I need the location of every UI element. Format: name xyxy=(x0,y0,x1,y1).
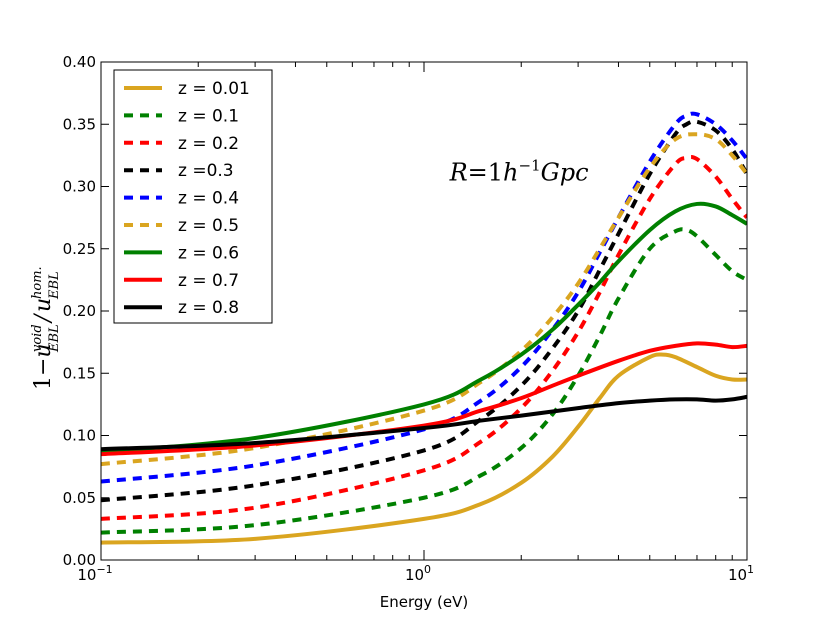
series-line-9 xyxy=(101,394,747,452)
annotation-h: h xyxy=(503,158,518,186)
legend-label-7: z = 0.6 xyxy=(178,243,239,263)
y-tick-label: 0.40 xyxy=(63,53,96,71)
legend-label-5: z = 0.4 xyxy=(178,189,239,209)
legend-label-2: z = 0.1 xyxy=(178,106,239,126)
annotation-text: R=1h−1Gpc xyxy=(449,156,589,186)
y-axis-label: 1−u void EBL / u hom. EBL xyxy=(30,266,62,390)
ticks-layer: 0.00 0.05 0.10 0.15 0.20 0.25 0.30 0.35 0.40 10−1… xyxy=(63,53,754,584)
annotation-eq: =1 xyxy=(468,158,503,186)
ylabel-prefix: 1 xyxy=(31,376,56,390)
legend-label-1: z = 0.01 xyxy=(178,79,250,99)
x-axis-label: Energy (eV) xyxy=(380,593,468,611)
y-tick-label: 0.05 xyxy=(63,489,96,507)
ylabel-u2-sup: hom. xyxy=(30,266,45,299)
series-line-5 xyxy=(101,111,747,484)
y-tick-label: 0.25 xyxy=(63,240,96,258)
ylabel-u1: u xyxy=(31,343,56,357)
legend-label-3: z = 0.2 xyxy=(178,134,239,154)
series-line-6 xyxy=(101,132,747,467)
x-tick-label: 101 xyxy=(728,563,754,584)
y-tick-label: 0.20 xyxy=(63,302,96,320)
ylabel-u1-sup: void xyxy=(30,324,45,352)
y-tick-label: 0.35 xyxy=(63,115,96,133)
legend-label-6: z = 0.5 xyxy=(178,216,239,236)
ylabel-u2-sub: EBL xyxy=(47,271,62,300)
svg-text:1−u: 1−u xyxy=(31,343,56,390)
series-layer xyxy=(101,111,747,545)
series-line-2 xyxy=(101,227,747,535)
series-line-4 xyxy=(101,119,747,503)
ylabel-minus: − xyxy=(31,358,56,376)
x-tick-label: 10−1 xyxy=(77,563,112,584)
series-line-7 xyxy=(101,201,747,454)
annotation-exp: −1 xyxy=(519,156,541,174)
y-tick-label: 0.10 xyxy=(63,427,96,445)
x-tick-label: 100 xyxy=(405,563,431,584)
series-line-1 xyxy=(101,352,747,545)
legend-label-4: z =0.3 xyxy=(178,161,234,181)
annotation-unit: Gpc xyxy=(541,158,589,186)
legend: z = 0.01 z = 0.1 z = 0.2 z =0.3 z = 0.4 z = 0… xyxy=(113,69,273,324)
plot-frame xyxy=(100,61,748,561)
y-tick-label: 0.15 xyxy=(63,364,96,382)
ylabel-slash: / xyxy=(31,312,56,324)
y-tick-label: 0.30 xyxy=(63,178,96,196)
ylabel-u2: u xyxy=(31,298,56,312)
legend-label-8: z = 0.7 xyxy=(178,271,239,291)
y-tick-label: 0.00 xyxy=(63,551,96,569)
annotation-r: R xyxy=(449,158,468,186)
ylabel-u1-sub: EBL xyxy=(47,324,62,353)
legend-label-9: z = 0.8 xyxy=(178,298,239,318)
series-line-3 xyxy=(101,155,747,521)
